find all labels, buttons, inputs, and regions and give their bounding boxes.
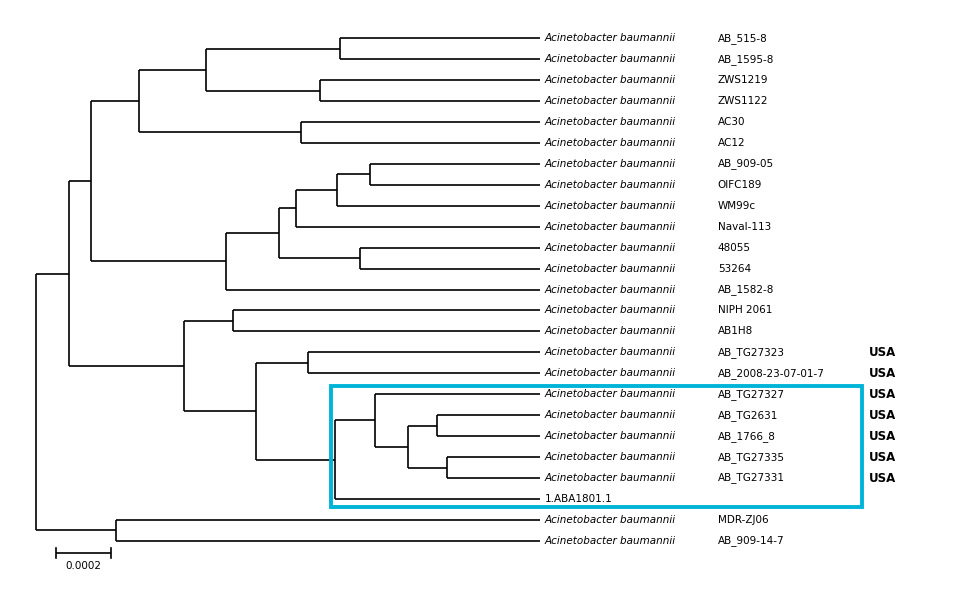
Text: Acinetobacter baumannii: Acinetobacter baumannii — [544, 54, 678, 64]
Text: USA: USA — [868, 471, 896, 484]
Text: AB_515-8: AB_515-8 — [717, 33, 767, 44]
Text: Acinetobacter baumannii: Acinetobacter baumannii — [544, 180, 678, 190]
Text: Acinetobacter baumannii: Acinetobacter baumannii — [544, 326, 678, 336]
Text: USA: USA — [868, 451, 896, 464]
Text: WM99c: WM99c — [717, 201, 755, 211]
Bar — [332, 387, 861, 507]
Text: AB1H8: AB1H8 — [717, 326, 752, 336]
Text: Acinetobacter baumannii: Acinetobacter baumannii — [544, 305, 678, 316]
Text: Acinetobacter baumannii: Acinetobacter baumannii — [544, 117, 678, 127]
Text: Acinetobacter baumannii: Acinetobacter baumannii — [544, 431, 678, 441]
Text: AB_909-14-7: AB_909-14-7 — [717, 535, 783, 546]
Text: 53264: 53264 — [717, 263, 750, 274]
Text: AB_1595-8: AB_1595-8 — [717, 54, 774, 65]
Text: Acinetobacter baumannii: Acinetobacter baumannii — [544, 159, 678, 169]
Text: Acinetobacter baumannii: Acinetobacter baumannii — [544, 75, 678, 85]
Text: ZWS1122: ZWS1122 — [717, 96, 768, 106]
Text: Acinetobacter baumannii: Acinetobacter baumannii — [544, 33, 678, 43]
Text: Acinetobacter baumannii: Acinetobacter baumannii — [544, 285, 678, 295]
Text: Acinetobacter baumannii: Acinetobacter baumannii — [544, 243, 678, 253]
Text: AB_909-05: AB_909-05 — [717, 159, 773, 169]
Text: Acinetobacter baumannii: Acinetobacter baumannii — [544, 201, 678, 211]
Text: Acinetobacter baumannii: Acinetobacter baumannii — [544, 410, 678, 420]
Text: Acinetobacter baumannii: Acinetobacter baumannii — [544, 536, 678, 546]
Text: AB_1766_8: AB_1766_8 — [717, 430, 775, 442]
Text: AB_TG2631: AB_TG2631 — [717, 410, 777, 421]
Text: Acinetobacter baumannii: Acinetobacter baumannii — [544, 263, 678, 274]
Text: USA: USA — [868, 408, 896, 422]
Text: Acinetobacter baumannii: Acinetobacter baumannii — [544, 473, 678, 483]
Text: AC12: AC12 — [717, 138, 745, 148]
Text: Acinetobacter baumannii: Acinetobacter baumannii — [544, 515, 678, 525]
Text: 1.ABA1801.1: 1.ABA1801.1 — [544, 494, 612, 504]
Text: USA: USA — [868, 367, 896, 380]
Text: AC30: AC30 — [717, 117, 745, 127]
Text: 0.0002: 0.0002 — [65, 561, 102, 571]
Text: Acinetobacter baumannii: Acinetobacter baumannii — [544, 138, 678, 148]
Text: AB_TG27335: AB_TG27335 — [717, 452, 784, 462]
Text: Acinetobacter baumannii: Acinetobacter baumannii — [544, 390, 678, 399]
Text: Naval-113: Naval-113 — [717, 221, 770, 231]
Text: AB_TG27327: AB_TG27327 — [717, 389, 784, 400]
Text: AB_2008-23-07-01-7: AB_2008-23-07-01-7 — [717, 368, 824, 379]
Text: NIPH 2061: NIPH 2061 — [717, 305, 772, 316]
Text: Acinetobacter baumannii: Acinetobacter baumannii — [544, 368, 678, 378]
Text: ZWS1219: ZWS1219 — [717, 75, 768, 85]
Text: AB_1582-8: AB_1582-8 — [717, 284, 774, 295]
Text: MDR-ZJ06: MDR-ZJ06 — [717, 515, 768, 525]
Text: USA: USA — [868, 430, 896, 443]
Text: Acinetobacter baumannii: Acinetobacter baumannii — [544, 348, 678, 358]
Text: AB_TG27323: AB_TG27323 — [717, 347, 784, 358]
Text: Acinetobacter baumannii: Acinetobacter baumannii — [544, 452, 678, 462]
Text: OIFC189: OIFC189 — [717, 180, 761, 190]
Text: USA: USA — [868, 346, 896, 359]
Text: Acinetobacter baumannii: Acinetobacter baumannii — [544, 96, 678, 106]
Text: 48055: 48055 — [717, 243, 750, 253]
Text: USA: USA — [868, 388, 896, 401]
Text: AB_TG27331: AB_TG27331 — [717, 472, 784, 484]
Text: Acinetobacter baumannii: Acinetobacter baumannii — [544, 221, 678, 231]
